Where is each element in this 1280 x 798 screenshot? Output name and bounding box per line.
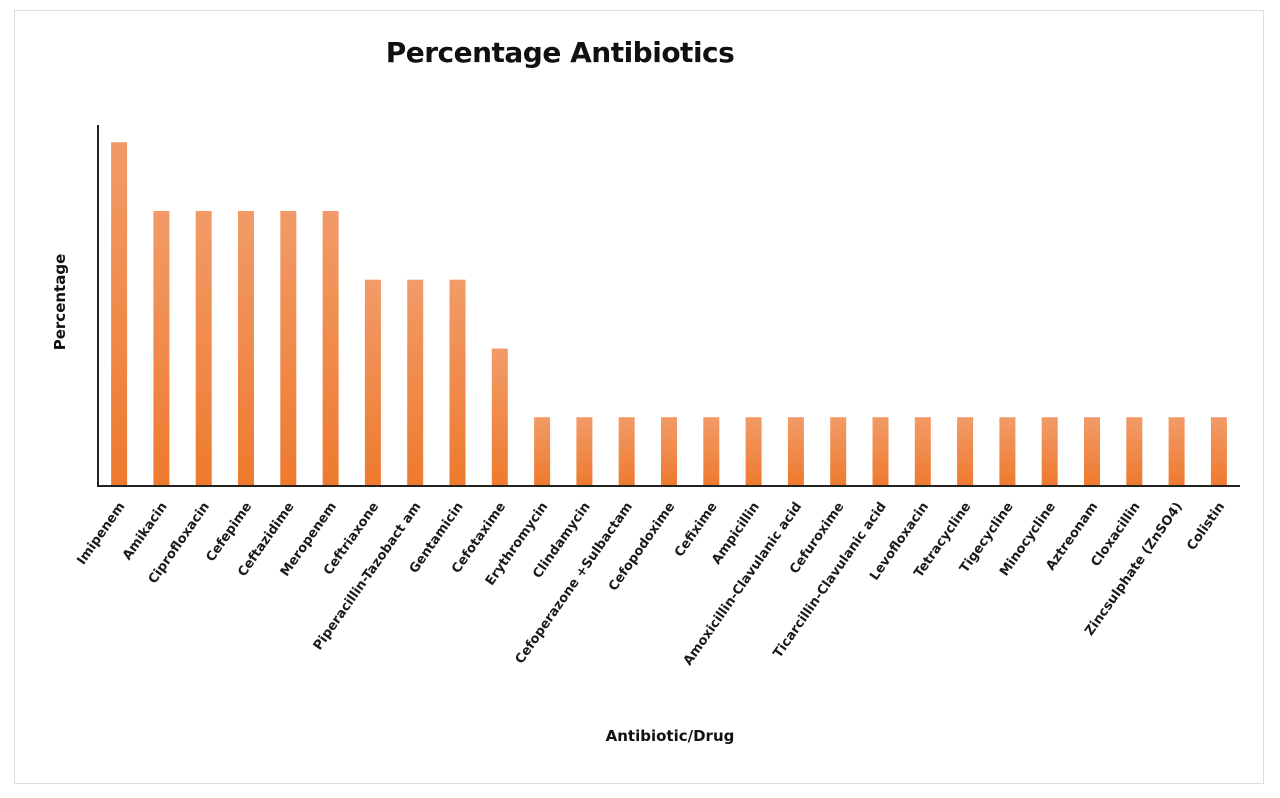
- bar-0: [111, 142, 128, 486]
- bar-13: [661, 417, 677, 486]
- bar-7: [407, 279, 424, 486]
- x-axis-label: Antibiotic/Drug: [605, 727, 735, 745]
- bar-6: [364, 279, 381, 486]
- bar-18: [872, 417, 889, 486]
- x-tick-labels: ImipenemAmikacinCiprofloxacinCefepimeCef…: [74, 500, 1228, 669]
- bar-5: [322, 211, 339, 486]
- x-tick-label-14: Cefixime: [672, 500, 721, 561]
- bar-10: [534, 417, 551, 486]
- bar-15: [745, 417, 762, 486]
- bar-25: [1168, 417, 1185, 486]
- bar-8: [449, 279, 466, 486]
- x-tick-label-26: Colistin: [1184, 500, 1228, 554]
- chart-frame: [14, 10, 1264, 784]
- bar-9: [491, 348, 508, 486]
- bar-19: [914, 417, 931, 486]
- bar-1: [153, 211, 170, 486]
- bar-17: [830, 417, 847, 486]
- bar-12: [618, 417, 635, 486]
- x-tick-label-0: Imipenem: [74, 500, 128, 568]
- bar-16: [787, 417, 804, 486]
- bar-21: [999, 417, 1016, 486]
- bar-24: [1126, 417, 1143, 486]
- bar-2: [195, 211, 212, 486]
- bar-14: [703, 417, 720, 486]
- bar-26: [1210, 417, 1227, 486]
- bar-23: [1084, 417, 1100, 486]
- bar-11: [576, 417, 593, 486]
- chart-title: Percentage Antibiotics: [385, 36, 735, 69]
- bar-4: [280, 211, 297, 486]
- bar-22: [1041, 417, 1058, 486]
- bar-3: [238, 211, 254, 486]
- bars-group: [111, 142, 1227, 486]
- bar-20: [957, 417, 974, 486]
